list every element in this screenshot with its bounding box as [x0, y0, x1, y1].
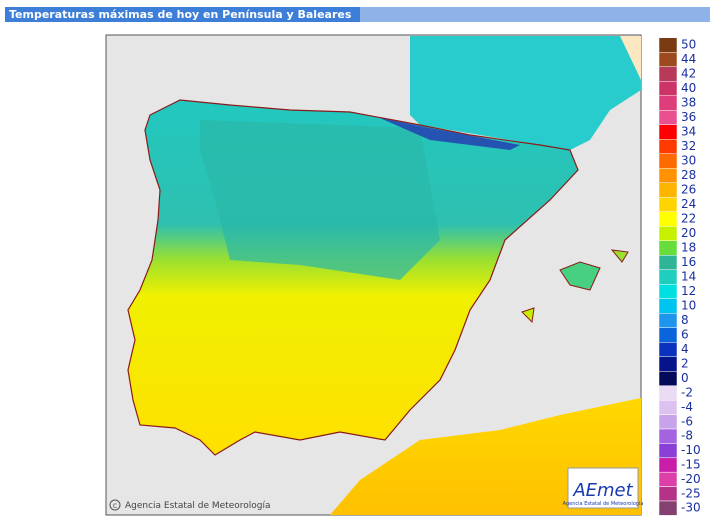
legend-swatch — [658, 399, 678, 415]
legend-label: 8 — [681, 313, 689, 327]
legend-swatch — [658, 471, 678, 487]
legend-label: -15 — [681, 458, 701, 472]
legend-label: 20 — [681, 226, 696, 240]
legend-swatch — [658, 153, 678, 169]
legend-swatch — [658, 124, 678, 140]
legend-label: 6 — [681, 328, 689, 342]
legend-swatch — [658, 486, 678, 502]
legend-swatch — [658, 342, 678, 357]
legend-swatch — [658, 255, 678, 270]
legend-label: 50 — [681, 38, 696, 52]
legend-swatch — [658, 211, 678, 227]
legend-label: 38 — [681, 96, 696, 110]
legend-label: -2 — [681, 386, 693, 400]
copyright: c Agencia Estatal de Meteorología — [109, 499, 271, 511]
legend-swatch — [658, 313, 678, 328]
legend-label: 18 — [681, 241, 696, 255]
legend-swatch — [658, 182, 678, 198]
legend-label: 4 — [681, 342, 689, 356]
legend-swatch — [658, 284, 678, 299]
legend-label: 44 — [681, 52, 696, 66]
legend-swatch — [658, 197, 678, 212]
legend-swatch — [658, 269, 678, 285]
legend-swatch — [658, 95, 678, 111]
logo: AEmet Agencia Estatal de Meteorología — [563, 467, 644, 509]
legend-label: 40 — [681, 81, 696, 95]
legend-swatch — [658, 168, 678, 183]
legend-swatch — [658, 356, 678, 372]
legend-swatch — [658, 52, 678, 67]
africa — [330, 398, 641, 515]
legend-label: -10 — [681, 443, 701, 457]
legend-label: 42 — [681, 67, 696, 81]
legend-swatch — [658, 327, 678, 343]
legend-label: 24 — [681, 197, 696, 211]
menorca — [610, 249, 629, 263]
legend-label: 30 — [681, 154, 696, 168]
mallorca — [559, 261, 601, 291]
legend-label: -25 — [681, 486, 701, 500]
legend-swatch — [658, 457, 678, 473]
legend-label: 28 — [681, 168, 696, 182]
legend-label: -20 — [681, 472, 701, 486]
legend-swatch — [658, 139, 678, 154]
legend-swatch — [658, 81, 678, 96]
france — [410, 36, 641, 150]
legend: 5044424038363432302826242220181614121086… — [658, 37, 701, 516]
legend-swatch — [658, 428, 678, 444]
legend-label: -30 — [681, 501, 701, 515]
legend-label: -4 — [681, 400, 693, 414]
legend-label: 16 — [681, 255, 696, 269]
legend-label: 14 — [681, 270, 696, 284]
land-edge — [620, 36, 641, 80]
legend-label: 2 — [681, 357, 689, 371]
title-bar: Temperaturas máximas de hoy en Península… — [5, 7, 710, 22]
logo-subtitle: Agencia Estatal de Meteorología — [563, 500, 644, 507]
legend-label: -6 — [681, 414, 693, 428]
legend-swatch — [658, 240, 678, 256]
legend-label: 26 — [681, 183, 696, 197]
legend-label: 36 — [681, 110, 696, 124]
legend-swatch — [658, 110, 678, 125]
title: Temperaturas máximas de hoy en Península… — [9, 8, 352, 21]
pyrenees — [380, 118, 520, 150]
legend-label: 34 — [681, 125, 696, 139]
legend-swatch — [658, 385, 678, 401]
legend-label: 0 — [681, 371, 689, 385]
svg-text:c: c — [113, 501, 117, 510]
legend-swatch — [658, 443, 678, 459]
legend-label: 10 — [681, 299, 696, 313]
legend-swatch — [658, 371, 678, 386]
cool-region — [200, 120, 440, 280]
legend-swatch — [658, 414, 678, 430]
legend-label: 32 — [681, 139, 696, 153]
legend-swatch — [658, 66, 678, 82]
legend-swatch — [658, 226, 678, 241]
legend-label: 22 — [681, 212, 696, 226]
legend-label: -8 — [681, 429, 693, 443]
legend-swatch — [658, 298, 678, 314]
legend-label: 12 — [681, 284, 696, 298]
legend-swatch — [658, 500, 678, 516]
logo-brand: AEmet — [572, 480, 633, 501]
ibiza — [521, 307, 535, 324]
legend-swatch — [658, 37, 678, 53]
copyright-text: Agencia Estatal de Meteorología — [125, 501, 271, 511]
